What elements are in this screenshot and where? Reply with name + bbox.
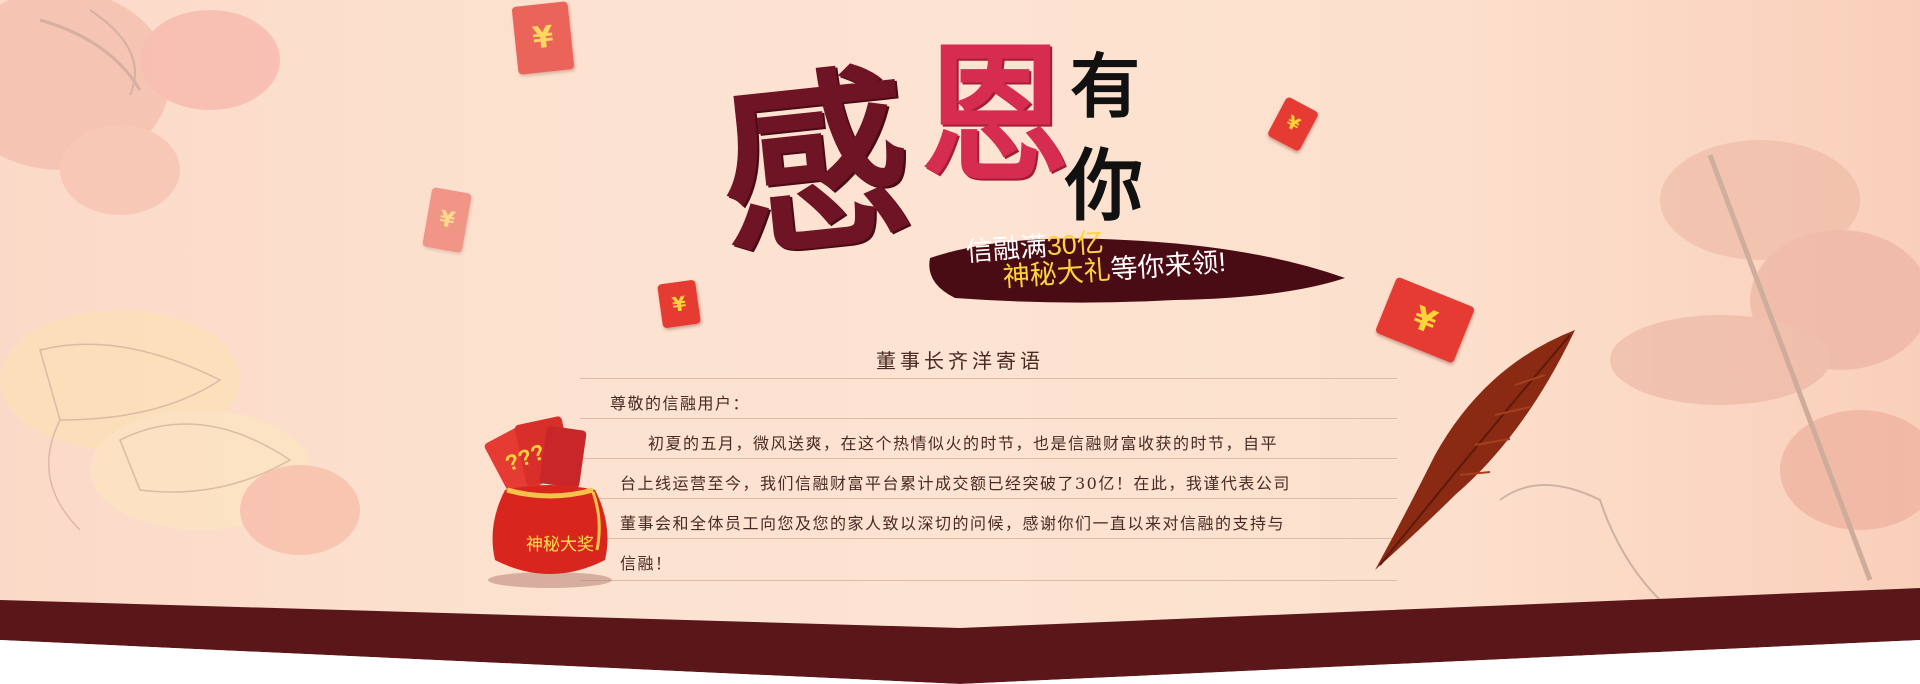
letter-rule: [580, 378, 1397, 379]
yen-icon: ¥: [670, 291, 688, 317]
left-lily-decoration: [0, 310, 360, 555]
bottom-band-lower: [0, 640, 1920, 684]
right-leaf-decoration: [1499, 140, 1920, 601]
bottom-band: [0, 588, 1920, 684]
yen-icon: ¥: [530, 19, 556, 57]
letter-rule: [580, 498, 1397, 499]
letter-greeting: 尊敬的信融用户：: [610, 394, 751, 413]
letter-rule: [580, 580, 1397, 581]
yen-icon: ¥: [437, 206, 457, 234]
bag-body: [492, 485, 608, 574]
bag-shadow: [488, 572, 612, 588]
prize-bag-illustration: [484, 416, 612, 588]
letter-title: 董事长齐洋寄语: [876, 349, 1044, 373]
letter-line-1: 初夏的五月，微风送爽，在这个热情似火的时节，也是信融财富收获的时节，自平: [648, 434, 1279, 453]
letter-line-2: 台上线运营至今，我们信融财富平台累计成交额已经突破了30亿！在此，我谨代表公司: [620, 474, 1291, 493]
headline-char-you: 有: [1070, 45, 1140, 128]
headline-char-gan: 感: [708, 43, 922, 286]
question-envelopes: [484, 416, 587, 499]
brush-stroke: [929, 238, 1345, 303]
letter-line-3: 董事会和全体员工向您及您的家人致以深切的问候，感谢你们一直以来对信融的支持与: [620, 514, 1286, 533]
left-flower-decoration: [0, 0, 280, 215]
red-envelope: ¥: [657, 279, 701, 329]
feather-quill-icon: [1375, 330, 1575, 570]
letter-rule: [580, 538, 1397, 539]
bag-neck: [506, 487, 594, 499]
prize-bag-label: 神秘大奖: [526, 535, 594, 554]
letter-rule: [580, 418, 1397, 419]
headline-char-en: 恩: [920, 27, 1071, 203]
letter-line-4: 信融！: [620, 554, 673, 573]
red-envelope: ¥: [511, 1, 575, 75]
headline-char-ni: 你: [1065, 141, 1144, 232]
letter-rule: [580, 458, 1397, 459]
